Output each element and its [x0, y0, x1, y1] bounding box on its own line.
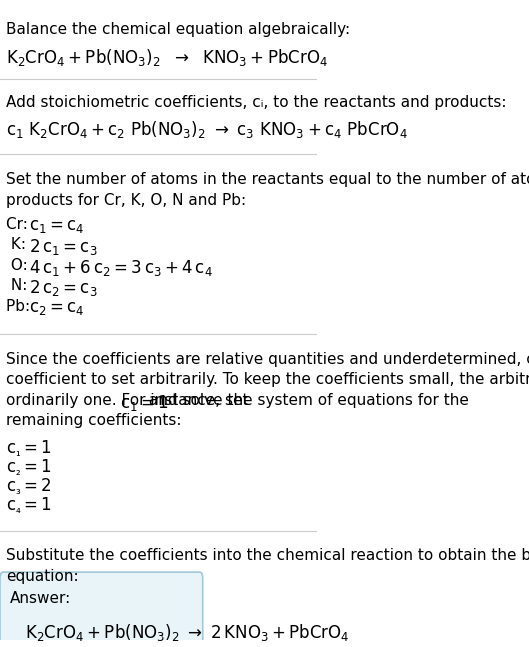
Text: O:: O:: [6, 258, 38, 273]
Text: ordinarily one. For instance, set: ordinarily one. For instance, set: [6, 393, 254, 408]
Text: products for Cr, K, O, N and Pb:: products for Cr, K, O, N and Pb:: [6, 193, 247, 208]
Text: Set the number of atoms in the reactants equal to the number of atoms in the: Set the number of atoms in the reactants…: [6, 172, 529, 187]
Text: $\mathregular{c_1\ K_2CrO_4 + c_2\ Pb(NO_3)_2 \ \rightarrow \ c_3\ KNO_3 + c_4\ : $\mathregular{c_1\ K_2CrO_4 + c_2\ Pb(NO…: [6, 119, 408, 140]
Text: $\mathregular{2\,c_1 = c_3}$: $\mathregular{2\,c_1 = c_3}$: [29, 237, 97, 258]
Text: $\mathregular{c_{₃} = 2}$: $\mathregular{c_{₃} = 2}$: [6, 476, 52, 496]
Text: $\mathregular{c_{₄} = 1}$: $\mathregular{c_{₄} = 1}$: [6, 496, 52, 515]
FancyBboxPatch shape: [0, 572, 203, 647]
Text: $\mathregular{4\,c_1 + 6\,c_2 = 3\,c_3 + 4\,c_4}$: $\mathregular{4\,c_1 + 6\,c_2 = 3\,c_3 +…: [29, 258, 213, 278]
Text: $\mathregular{2\,c_2 = c_3}$: $\mathregular{2\,c_2 = c_3}$: [29, 278, 97, 298]
Text: $\mathregular{c_2 = c_4}$: $\mathregular{c_2 = c_4}$: [29, 299, 84, 317]
Text: equation:: equation:: [6, 569, 79, 584]
Text: Cr:: Cr:: [6, 217, 38, 232]
Text: Since the coefficients are relative quantities and underdetermined, choose a: Since the coefficients are relative quan…: [6, 352, 529, 367]
Text: Substitute the coefficients into the chemical reaction to obtain the balanced: Substitute the coefficients into the che…: [6, 549, 529, 564]
Text: $\mathregular{K_2CrO_4 + Pb(NO_3)_2 \ \rightarrow \ 2\,KNO_3 + PbCrO_4}$: $\mathregular{K_2CrO_4 + Pb(NO_3)_2 \ \r…: [25, 622, 350, 643]
Text: Answer:: Answer:: [10, 591, 71, 606]
Text: $\mathregular{c_{₂} = 1}$: $\mathregular{c_{₂} = 1}$: [6, 457, 52, 477]
Text: $\mathregular{c_1 = 1}$: $\mathregular{c_1 = 1}$: [121, 393, 169, 413]
Text: remaining coefficients:: remaining coefficients:: [6, 413, 182, 428]
Text: N:: N:: [6, 278, 38, 293]
Text: $\mathregular{K_2CrO_4 + Pb(NO_3)_2 \ \ \rightarrow \ \ KNO_3 + PbCrO_4}$: $\mathregular{K_2CrO_4 + Pb(NO_3)_2 \ \ …: [6, 47, 329, 68]
Text: $\mathregular{c_1 = c_4}$: $\mathregular{c_1 = c_4}$: [29, 217, 84, 235]
Text: K:: K:: [6, 237, 36, 252]
Text: Pb:: Pb:: [6, 299, 40, 314]
Text: Add stoichiometric coefficients, cᵢ, to the reactants and products:: Add stoichiometric coefficients, cᵢ, to …: [6, 94, 507, 110]
Text: $\mathregular{c_{₁} = 1}$: $\mathregular{c_{₁} = 1}$: [6, 438, 52, 457]
Text: and solve the system of equations for the: and solve the system of equations for th…: [144, 393, 469, 408]
Text: coefficient to set arbitrarily. To keep the coefficients small, the arbitrary va: coefficient to set arbitrarily. To keep …: [6, 373, 529, 388]
Text: Balance the chemical equation algebraically:: Balance the chemical equation algebraica…: [6, 23, 350, 38]
